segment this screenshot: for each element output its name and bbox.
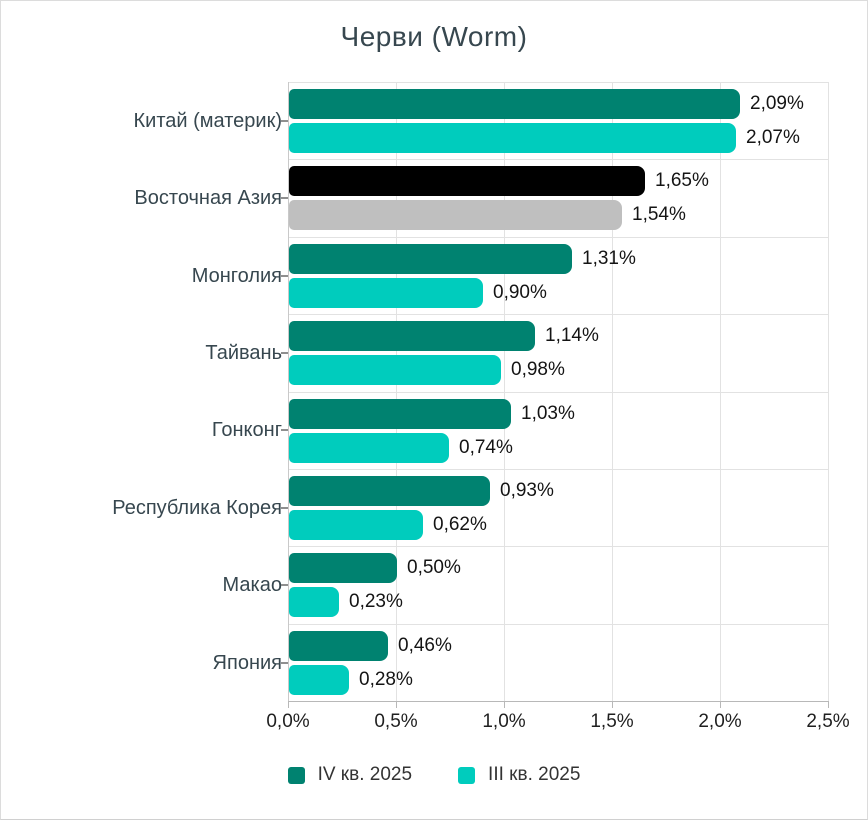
band-separator-line bbox=[288, 624, 828, 625]
bar-value-label: 0,74% bbox=[459, 437, 513, 458]
x-tick-label: 1,5% bbox=[590, 711, 634, 732]
x-tick-label: 2,0% bbox=[698, 711, 742, 732]
x-tick-label: 2,5% bbox=[806, 711, 850, 732]
category-tick bbox=[281, 120, 288, 122]
bar bbox=[289, 166, 645, 196]
category-label: Япония bbox=[212, 652, 282, 674]
bar bbox=[289, 433, 449, 463]
legend-label: III кв. 2025 bbox=[488, 764, 581, 785]
x-axis-tick bbox=[720, 701, 721, 708]
category-tick bbox=[281, 662, 288, 664]
x-tick-label: 0,0% bbox=[266, 711, 310, 732]
gridline-vertical bbox=[612, 82, 613, 701]
legend-swatch bbox=[458, 766, 476, 784]
legend: IV кв. 2025 III кв. 2025 bbox=[1, 764, 867, 786]
gridline-vertical bbox=[396, 82, 397, 701]
bar-value-label: 0,62% bbox=[433, 514, 487, 535]
y-axis-line bbox=[288, 82, 289, 701]
band-separator-line bbox=[288, 314, 828, 315]
category-label: Монголия bbox=[191, 265, 282, 287]
x-axis-tick bbox=[612, 701, 613, 708]
legend-item: IV кв. 2025 bbox=[287, 764, 413, 786]
bar bbox=[289, 631, 388, 661]
bar bbox=[289, 476, 490, 506]
bar-value-label: 0,90% bbox=[493, 282, 547, 303]
bar bbox=[289, 510, 423, 540]
category-tick bbox=[281, 429, 288, 431]
bar bbox=[289, 123, 736, 153]
bar-value-label: 0,98% bbox=[511, 359, 565, 380]
gridline-vertical bbox=[828, 82, 829, 701]
category-tick bbox=[281, 352, 288, 354]
bar-value-label: 0,23% bbox=[349, 591, 403, 612]
bar bbox=[289, 553, 397, 583]
band-separator-line bbox=[288, 82, 828, 83]
bar-value-label: 2,09% bbox=[750, 93, 804, 114]
bar-value-label: 2,07% bbox=[746, 127, 800, 148]
bar bbox=[289, 244, 572, 274]
legend-label: IV кв. 2025 bbox=[317, 764, 413, 785]
band-separator-line bbox=[288, 159, 828, 160]
category-tick bbox=[281, 584, 288, 586]
bar-value-label: 0,28% bbox=[359, 669, 413, 690]
category-label: Тайвань bbox=[205, 342, 282, 364]
band-separator-line bbox=[288, 392, 828, 393]
gridline-vertical bbox=[504, 82, 505, 701]
legend-swatch bbox=[287, 766, 305, 784]
bar bbox=[289, 89, 740, 119]
x-axis-line bbox=[288, 701, 828, 702]
bar bbox=[289, 278, 483, 308]
category-label: Гонконг bbox=[211, 419, 282, 441]
x-axis-tick bbox=[504, 701, 505, 708]
band-separator-line bbox=[288, 469, 828, 470]
bar-value-label: 1,54% bbox=[632, 204, 686, 225]
chart-title: Черви (Worm) bbox=[340, 21, 528, 52]
category-tick bbox=[281, 197, 288, 199]
bar bbox=[289, 587, 339, 617]
x-tick-label: 1,0% bbox=[482, 711, 526, 732]
category-label: Восточная Азия bbox=[134, 187, 282, 209]
x-tick-label: 0,5% bbox=[374, 711, 418, 732]
x-axis-tick bbox=[828, 701, 829, 708]
band-separator-line bbox=[288, 546, 828, 547]
bar bbox=[289, 200, 622, 230]
category-label: Китай (материк) bbox=[133, 110, 282, 132]
x-axis-tick bbox=[288, 701, 289, 708]
bar bbox=[289, 355, 501, 385]
bar bbox=[289, 399, 511, 429]
bar bbox=[289, 321, 535, 351]
bar bbox=[289, 665, 349, 695]
category-label: Макао bbox=[222, 574, 282, 596]
bar-value-label: 0,50% bbox=[407, 557, 461, 578]
gridline-vertical bbox=[720, 82, 721, 701]
bar-value-label: 0,46% bbox=[398, 635, 452, 656]
x-axis-tick bbox=[396, 701, 397, 708]
bar-value-label: 1,65% bbox=[655, 170, 709, 191]
bar-value-label: 0,93% bbox=[500, 480, 554, 501]
bar-value-label: 1,31% bbox=[582, 248, 636, 269]
category-label: Республика Корея bbox=[112, 497, 282, 519]
legend-item: III кв. 2025 bbox=[458, 764, 580, 786]
category-tick bbox=[281, 275, 288, 277]
bar-value-label: 1,14% bbox=[545, 325, 599, 346]
band-separator-line bbox=[288, 237, 828, 238]
bar-value-label: 1,03% bbox=[521, 403, 575, 424]
category-tick bbox=[281, 507, 288, 509]
